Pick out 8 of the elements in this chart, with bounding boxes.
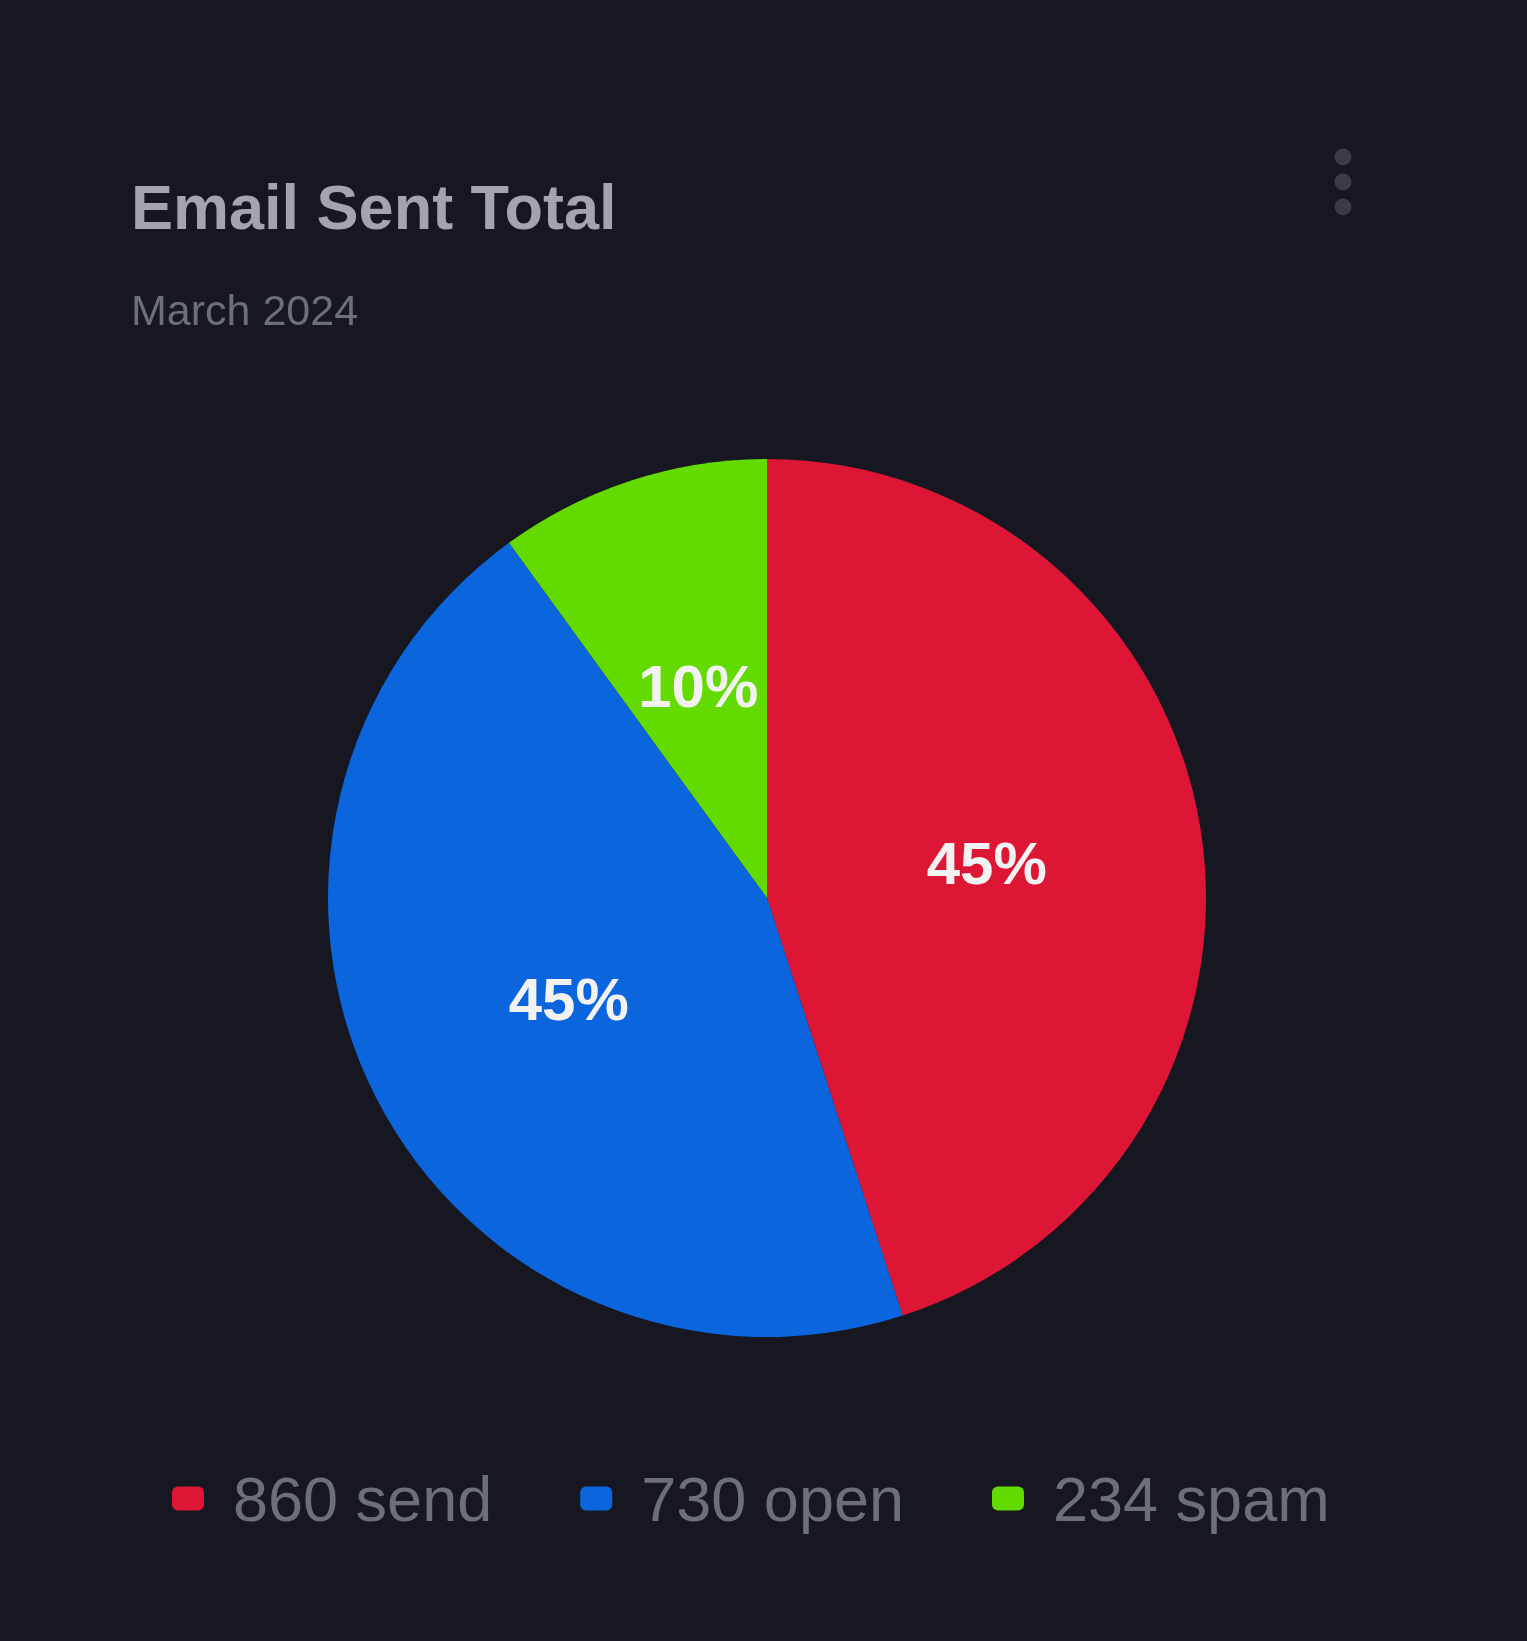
data-label: 10% [638,652,759,720]
legend-label: 234 spam [1053,1463,1330,1534]
chart-subtitle: March 2024 [131,285,359,334]
data-label: 45% [926,829,1047,897]
legend-label: 730 open [641,1463,905,1534]
data-label: 45% [508,965,629,1033]
chart-title: Email Sent Total [131,171,617,242]
legend-label: 860 send [233,1463,493,1534]
